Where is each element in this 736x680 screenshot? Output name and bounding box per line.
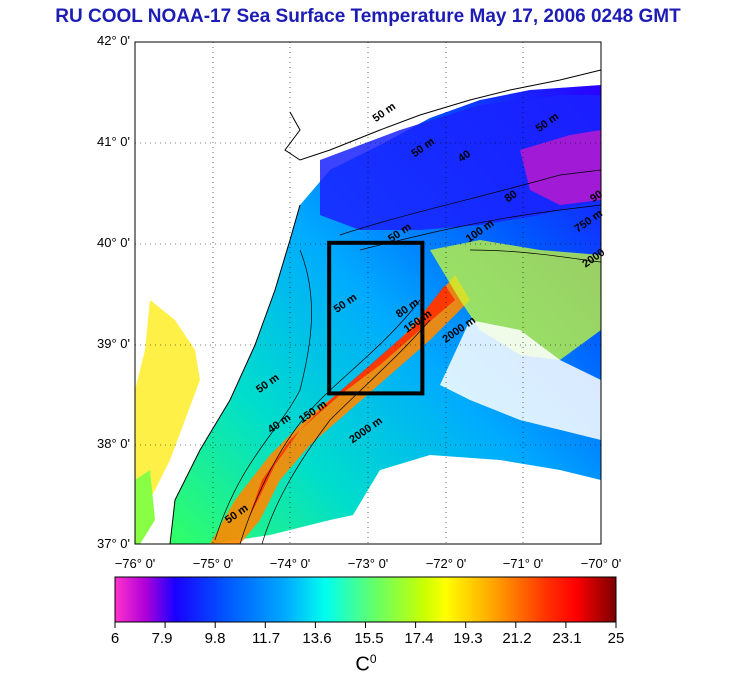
lon-label-72: −72° 0' bbox=[425, 556, 467, 571]
warm-band bbox=[430, 240, 601, 360]
hot-core bbox=[248, 285, 455, 520]
contour-label: 80 bbox=[503, 188, 520, 205]
cb-label: 17.4 bbox=[404, 630, 434, 647]
cloud-gap bbox=[350, 455, 601, 544]
land-mainland bbox=[135, 42, 601, 544]
cb-label: 7.9 bbox=[151, 630, 173, 647]
cb-label: 13.6 bbox=[302, 630, 332, 647]
cb-label: 21.2 bbox=[502, 630, 532, 647]
isobath-line bbox=[261, 319, 431, 545]
cb-label: 11.7 bbox=[251, 630, 281, 647]
lat-label-42: 42° 0' bbox=[97, 33, 130, 48]
isobath-line bbox=[469, 249, 602, 263]
colorbar-ticks bbox=[114, 622, 617, 628]
cold-water bbox=[320, 95, 601, 230]
cb-label: 25 bbox=[607, 630, 625, 647]
lon-label-70: −70° 0' bbox=[580, 556, 622, 571]
coldest-water bbox=[520, 130, 601, 205]
lon-label-74: −74° 0' bbox=[269, 556, 311, 571]
sst-field bbox=[135, 42, 601, 544]
lat-label-38: 38° 0' bbox=[97, 436, 130, 451]
study-area-box bbox=[327, 240, 425, 396]
map-title: RU COOL NOAA-17 Sea Surface Temperature … bbox=[55, 6, 681, 27]
lon-label-73: −73° 0' bbox=[347, 556, 389, 571]
lat-label-41: 41° 0' bbox=[97, 134, 130, 149]
cb-label: 6 bbox=[110, 630, 120, 647]
isobath-line bbox=[239, 299, 421, 545]
graticule bbox=[135, 42, 601, 544]
delaware-bay bbox=[135, 300, 200, 520]
contour-label: 40 bbox=[456, 148, 473, 165]
lon-label-76: −76° 0' bbox=[114, 556, 156, 571]
lat-label-37: 37° 0' bbox=[97, 536, 130, 551]
isobath-line bbox=[339, 169, 602, 236]
cloud-gap bbox=[440, 320, 601, 440]
coastline bbox=[169, 69, 602, 545]
isobath-line bbox=[214, 249, 312, 541]
colorbar bbox=[114, 576, 617, 623]
lat-label-40: 40° 0' bbox=[97, 235, 130, 250]
cb-label: 19.3 bbox=[453, 630, 483, 647]
unit-letter: C bbox=[355, 653, 370, 676]
lon-label-71: −71° 0' bbox=[502, 556, 544, 571]
lat-label-39: 39° 0' bbox=[97, 336, 130, 351]
cb-label: 9.8 bbox=[204, 630, 226, 647]
unit-superscript: 0 bbox=[369, 652, 377, 666]
lon-label-75: −75° 0' bbox=[192, 556, 234, 571]
chesapeake-mouth bbox=[135, 470, 155, 544]
map-border bbox=[134, 41, 602, 545]
cb-label: 23.1 bbox=[552, 630, 582, 647]
cb-label: 15.5 bbox=[354, 630, 384, 647]
colorbar-unit: C0 bbox=[336, 652, 396, 677]
